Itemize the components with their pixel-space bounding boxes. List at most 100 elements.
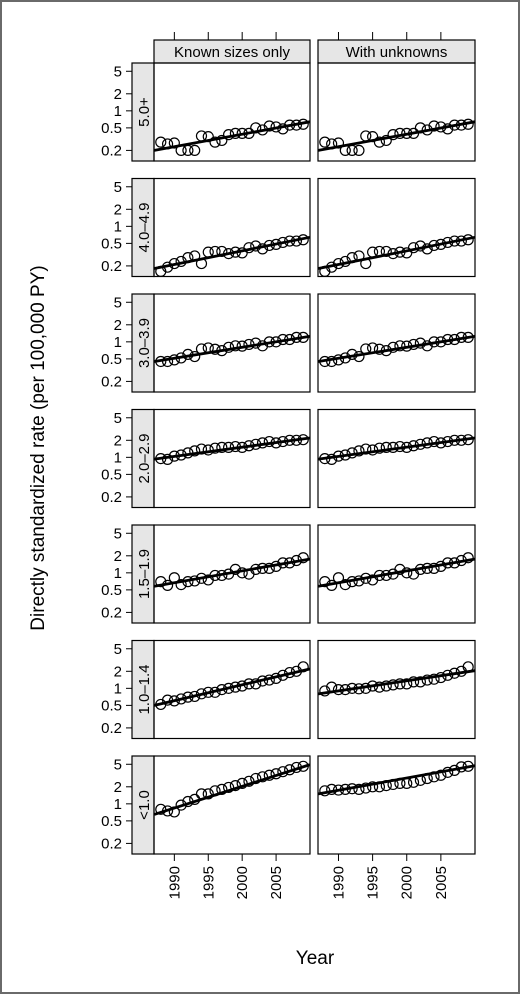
row-strip-label: 1.5–1.9	[136, 549, 153, 599]
data-point	[462, 552, 474, 564]
y-tick-label: 0.2	[101, 720, 122, 737]
trend-line	[318, 557, 475, 588]
data-point	[209, 136, 221, 148]
data-point	[380, 441, 392, 453]
y-tick-label: 0.5	[101, 582, 122, 599]
panel-frame	[153, 639, 311, 740]
y-tick-label: 1	[114, 334, 122, 351]
y-tick-label: 1	[114, 103, 122, 120]
panel-frame	[153, 524, 311, 624]
trend-line	[154, 120, 310, 152]
panel-frame	[153, 755, 311, 855]
panel-frame	[153, 293, 311, 393]
y-tick-label: 1	[114, 565, 122, 582]
y-tick-label: 5	[114, 410, 122, 427]
data-point	[373, 136, 386, 148]
x-tick-label: 1995	[200, 866, 217, 899]
panel-frame	[317, 177, 476, 278]
data-point	[155, 136, 167, 148]
data-point	[360, 782, 372, 794]
data-point	[394, 340, 406, 352]
data-point	[373, 442, 386, 454]
data-point	[373, 681, 386, 693]
trend-line	[318, 334, 475, 363]
data-point	[216, 783, 228, 795]
data-point	[175, 578, 187, 591]
y-tick-label: 0.5	[101, 351, 122, 368]
y-tick-label: 0.5	[101, 466, 122, 483]
x-tick-label: 2000	[399, 866, 416, 899]
y-tick-label: 0.2	[101, 604, 122, 621]
data-point	[428, 120, 440, 132]
data-point	[353, 445, 365, 457]
panel-frame	[317, 755, 476, 855]
y-tick-label: 0.2	[101, 489, 122, 506]
x-tick-label: 2005	[268, 866, 285, 899]
row-strip-label: 5.0+	[136, 97, 153, 127]
panel-frame	[317, 524, 476, 624]
data-point	[229, 563, 241, 576]
x-tick-label: 1990	[166, 866, 183, 899]
data-point	[401, 678, 413, 690]
y-tick-label: 0.5	[101, 120, 122, 137]
y-tick-label: 2	[114, 663, 122, 680]
column-header-label: Known sizes only	[174, 44, 290, 61]
data-point	[209, 343, 221, 355]
y-tick-label: 5	[114, 641, 122, 658]
panel-frame	[317, 408, 476, 509]
data-point	[216, 441, 228, 453]
panel-grid: Known sizes only With unknowns5.0+0.20.51…	[101, 32, 476, 899]
data-point	[421, 674, 433, 686]
data-point	[250, 772, 262, 785]
y-tick-label: 2	[114, 317, 122, 334]
data-point	[380, 680, 392, 692]
y-tick-label: 0.2	[101, 258, 122, 275]
data-point	[216, 134, 228, 147]
data-point	[216, 245, 228, 258]
row-strip-label: 2.0–2.9	[136, 433, 153, 483]
panel-frame	[317, 62, 476, 162]
data-point	[229, 340, 241, 352]
trend-line	[318, 120, 475, 152]
trend-line	[154, 436, 310, 461]
trend-line	[154, 667, 310, 707]
x-tick-label: 2000	[234, 866, 251, 899]
y-tick-label: 5	[114, 525, 122, 542]
y-tick-label: 1	[114, 449, 122, 466]
y-tick-label: 1	[114, 796, 122, 813]
trend-line	[154, 235, 310, 270]
data-point	[319, 136, 331, 148]
y-tick-label: 0.5	[101, 813, 122, 830]
y-axis-label: Directly standardized rate (per 100,000 …	[28, 265, 49, 630]
y-tick-label: 0.2	[101, 373, 122, 390]
trend-line	[318, 436, 475, 461]
data-point	[223, 781, 235, 794]
data-point	[407, 676, 420, 688]
x-tick-label: 2005	[433, 866, 450, 899]
y-tick-label: 0.2	[101, 142, 122, 159]
panel-frame	[153, 408, 311, 509]
data-point	[155, 576, 167, 588]
y-tick-label: 2	[114, 201, 122, 218]
panel-frame	[317, 293, 476, 393]
panel-frame	[317, 639, 476, 740]
data-point	[339, 578, 351, 591]
y-tick-label: 5	[114, 63, 122, 80]
data-point	[367, 781, 379, 793]
y-tick-label: 2	[114, 432, 122, 449]
y-tick-label: 2	[114, 779, 122, 796]
y-tick-label: 1	[114, 680, 122, 697]
trend-line	[154, 557, 310, 588]
data-point	[380, 134, 392, 147]
data-point	[189, 445, 201, 457]
row-strip-label: 3.0–3.9	[136, 318, 153, 368]
x-tick-label: 1990	[330, 866, 347, 899]
data-point	[414, 676, 426, 688]
data-point	[209, 442, 221, 454]
y-tick-label: 5	[114, 179, 122, 196]
x-tick-label: 1995	[365, 866, 382, 899]
row-strip-label: 4.0–4.9	[136, 202, 153, 252]
data-point	[380, 245, 392, 258]
